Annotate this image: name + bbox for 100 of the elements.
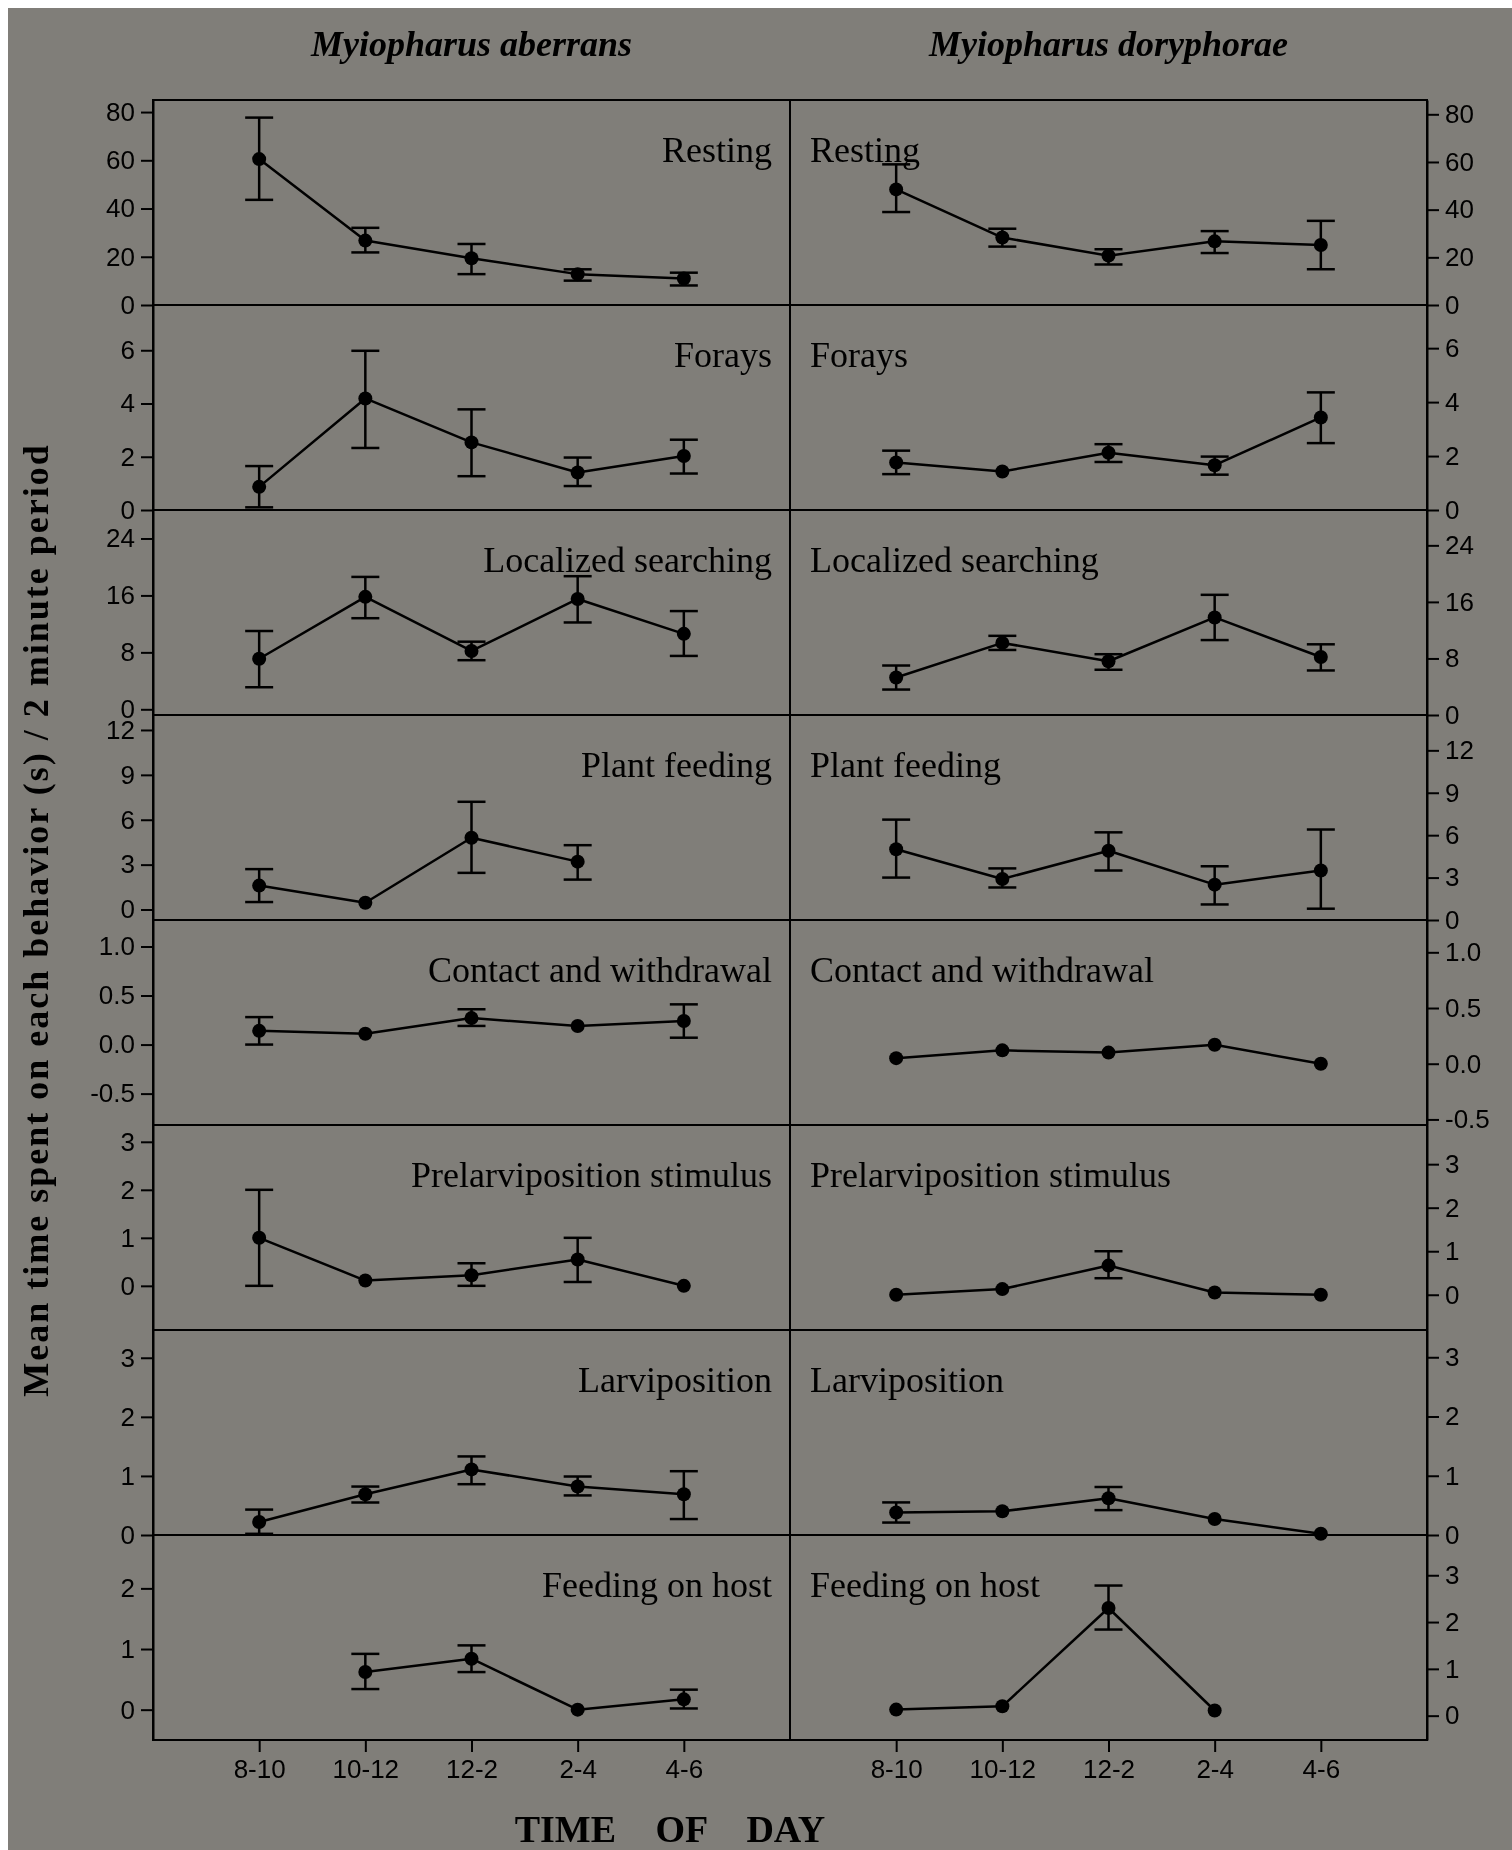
point [676, 271, 691, 286]
y-tick-label: 2 [1445, 1606, 1460, 1637]
point [889, 182, 904, 197]
chart-title: Myiopharus aberrans [309, 24, 633, 64]
point [889, 455, 904, 470]
point [464, 1268, 479, 1283]
point [1101, 1045, 1116, 1060]
y-tick-label: 4 [120, 388, 135, 419]
point [358, 1665, 373, 1680]
y-tick-label: 0 [1445, 1279, 1460, 1310]
y-tick-label: 40 [1445, 194, 1474, 225]
point [252, 152, 267, 167]
y-tick-label: 0.0 [1445, 1048, 1482, 1079]
y-tick-label: 20 [1445, 242, 1474, 273]
point [1101, 843, 1116, 858]
y-tick-label: 12 [1445, 735, 1474, 766]
y-tick-label: 1 [1445, 1460, 1460, 1491]
annotation: Feeding on host [542, 1565, 772, 1605]
y-tick-label: 0 [120, 289, 135, 320]
point [1313, 410, 1328, 425]
y-tick-label: 3 [1445, 1342, 1460, 1373]
annotation: Forays [810, 335, 908, 375]
y-tick-label: 1 [1445, 1236, 1460, 1267]
annotation: Feeding on host [810, 1565, 1040, 1605]
y-tick-label: 3 [120, 849, 135, 880]
y-tick-label: 9 [1445, 777, 1460, 808]
point [1207, 1703, 1222, 1718]
y-tick-label: 80 [106, 96, 135, 127]
annotation: Plant feeding [810, 745, 1001, 785]
point [1207, 1512, 1222, 1526]
y-tick-label: 6 [120, 804, 135, 835]
y-tick-label: 60 [106, 145, 135, 176]
point [464, 1651, 479, 1666]
annotation: Prelarviposition stimulus [810, 1155, 1172, 1195]
y-tick-label: 3 [1445, 1148, 1460, 1179]
annotation: Larviposition [810, 1360, 1004, 1400]
point [1101, 445, 1116, 460]
y-tick-label: 6 [1445, 332, 1460, 363]
y-tick-label: 24 [106, 523, 135, 554]
point [252, 651, 267, 666]
point [358, 895, 373, 910]
y-tick-label: 40 [106, 193, 135, 224]
point [464, 830, 479, 845]
y-tick-label: 1.0 [98, 931, 135, 962]
y-tick-label: 8 [120, 637, 135, 668]
point [1313, 237, 1328, 252]
y-tick-label: 0 [1445, 494, 1460, 525]
y-tick-label: 0 [1445, 699, 1460, 730]
y-tick-label: 3 [120, 1126, 135, 1157]
y-tick-label: 0 [120, 494, 135, 525]
y-tick-label: 16 [106, 580, 135, 611]
point [1313, 863, 1328, 878]
point [570, 1479, 585, 1494]
y-tick-label: 0 [120, 1270, 135, 1301]
y-tick-label: -0.5 [1445, 1104, 1490, 1135]
point [570, 1252, 585, 1267]
point [889, 1287, 904, 1302]
point [889, 1051, 904, 1066]
y-tick-label: 2 [120, 1401, 135, 1432]
y-tick-label: -0.5 [90, 1078, 135, 1109]
annotation: Localized searching [483, 540, 772, 580]
x-tick-label: 12-2 [445, 1754, 499, 1785]
annotation: Forays [674, 335, 772, 375]
y-tick-label: 0 [1445, 289, 1460, 320]
y-tick-label: 80 [1445, 99, 1474, 130]
y-tick-label: 3 [1445, 1560, 1460, 1591]
y-tick-label: 6 [1445, 819, 1460, 850]
point [889, 1505, 904, 1520]
point [570, 854, 585, 869]
point [676, 1487, 691, 1502]
point [1207, 610, 1222, 625]
point [995, 872, 1010, 886]
y-tick-label: 24 [1445, 530, 1474, 561]
y-tick-label: 0.5 [98, 980, 135, 1011]
y-tick-label: 0 [120, 894, 135, 925]
point [1101, 1491, 1116, 1506]
point [358, 1273, 373, 1288]
chart-title: Myiopharus doryphorae [927, 24, 1289, 64]
x-tick-label: 12-2 [1082, 1754, 1136, 1785]
x-tick-label: 8-10 [233, 1754, 286, 1785]
y-tick-label: 0.0 [98, 1029, 135, 1060]
y-tick-label: 1 [120, 1222, 135, 1253]
x-tick-label: 4-6 [665, 1754, 704, 1785]
y-tick-label: 0 [1445, 1700, 1460, 1731]
x-tick-label: 4-6 [1302, 1754, 1341, 1785]
point [676, 448, 691, 463]
annotation: Contact and withdrawal [428, 950, 772, 990]
point [1101, 654, 1116, 669]
annotation: Plant feeding [581, 745, 772, 785]
y-tick-label: 2 [120, 1174, 135, 1205]
annotation: Larviposition [578, 1360, 772, 1400]
point [1101, 1601, 1116, 1616]
annotation: Resting [661, 130, 772, 170]
point [1207, 877, 1222, 892]
point [464, 643, 479, 658]
point [676, 1278, 691, 1293]
point [995, 1043, 1010, 1058]
annotation: Localized searching [810, 540, 1099, 580]
y-tick-label: 4 [1445, 386, 1460, 417]
point [252, 878, 267, 893]
